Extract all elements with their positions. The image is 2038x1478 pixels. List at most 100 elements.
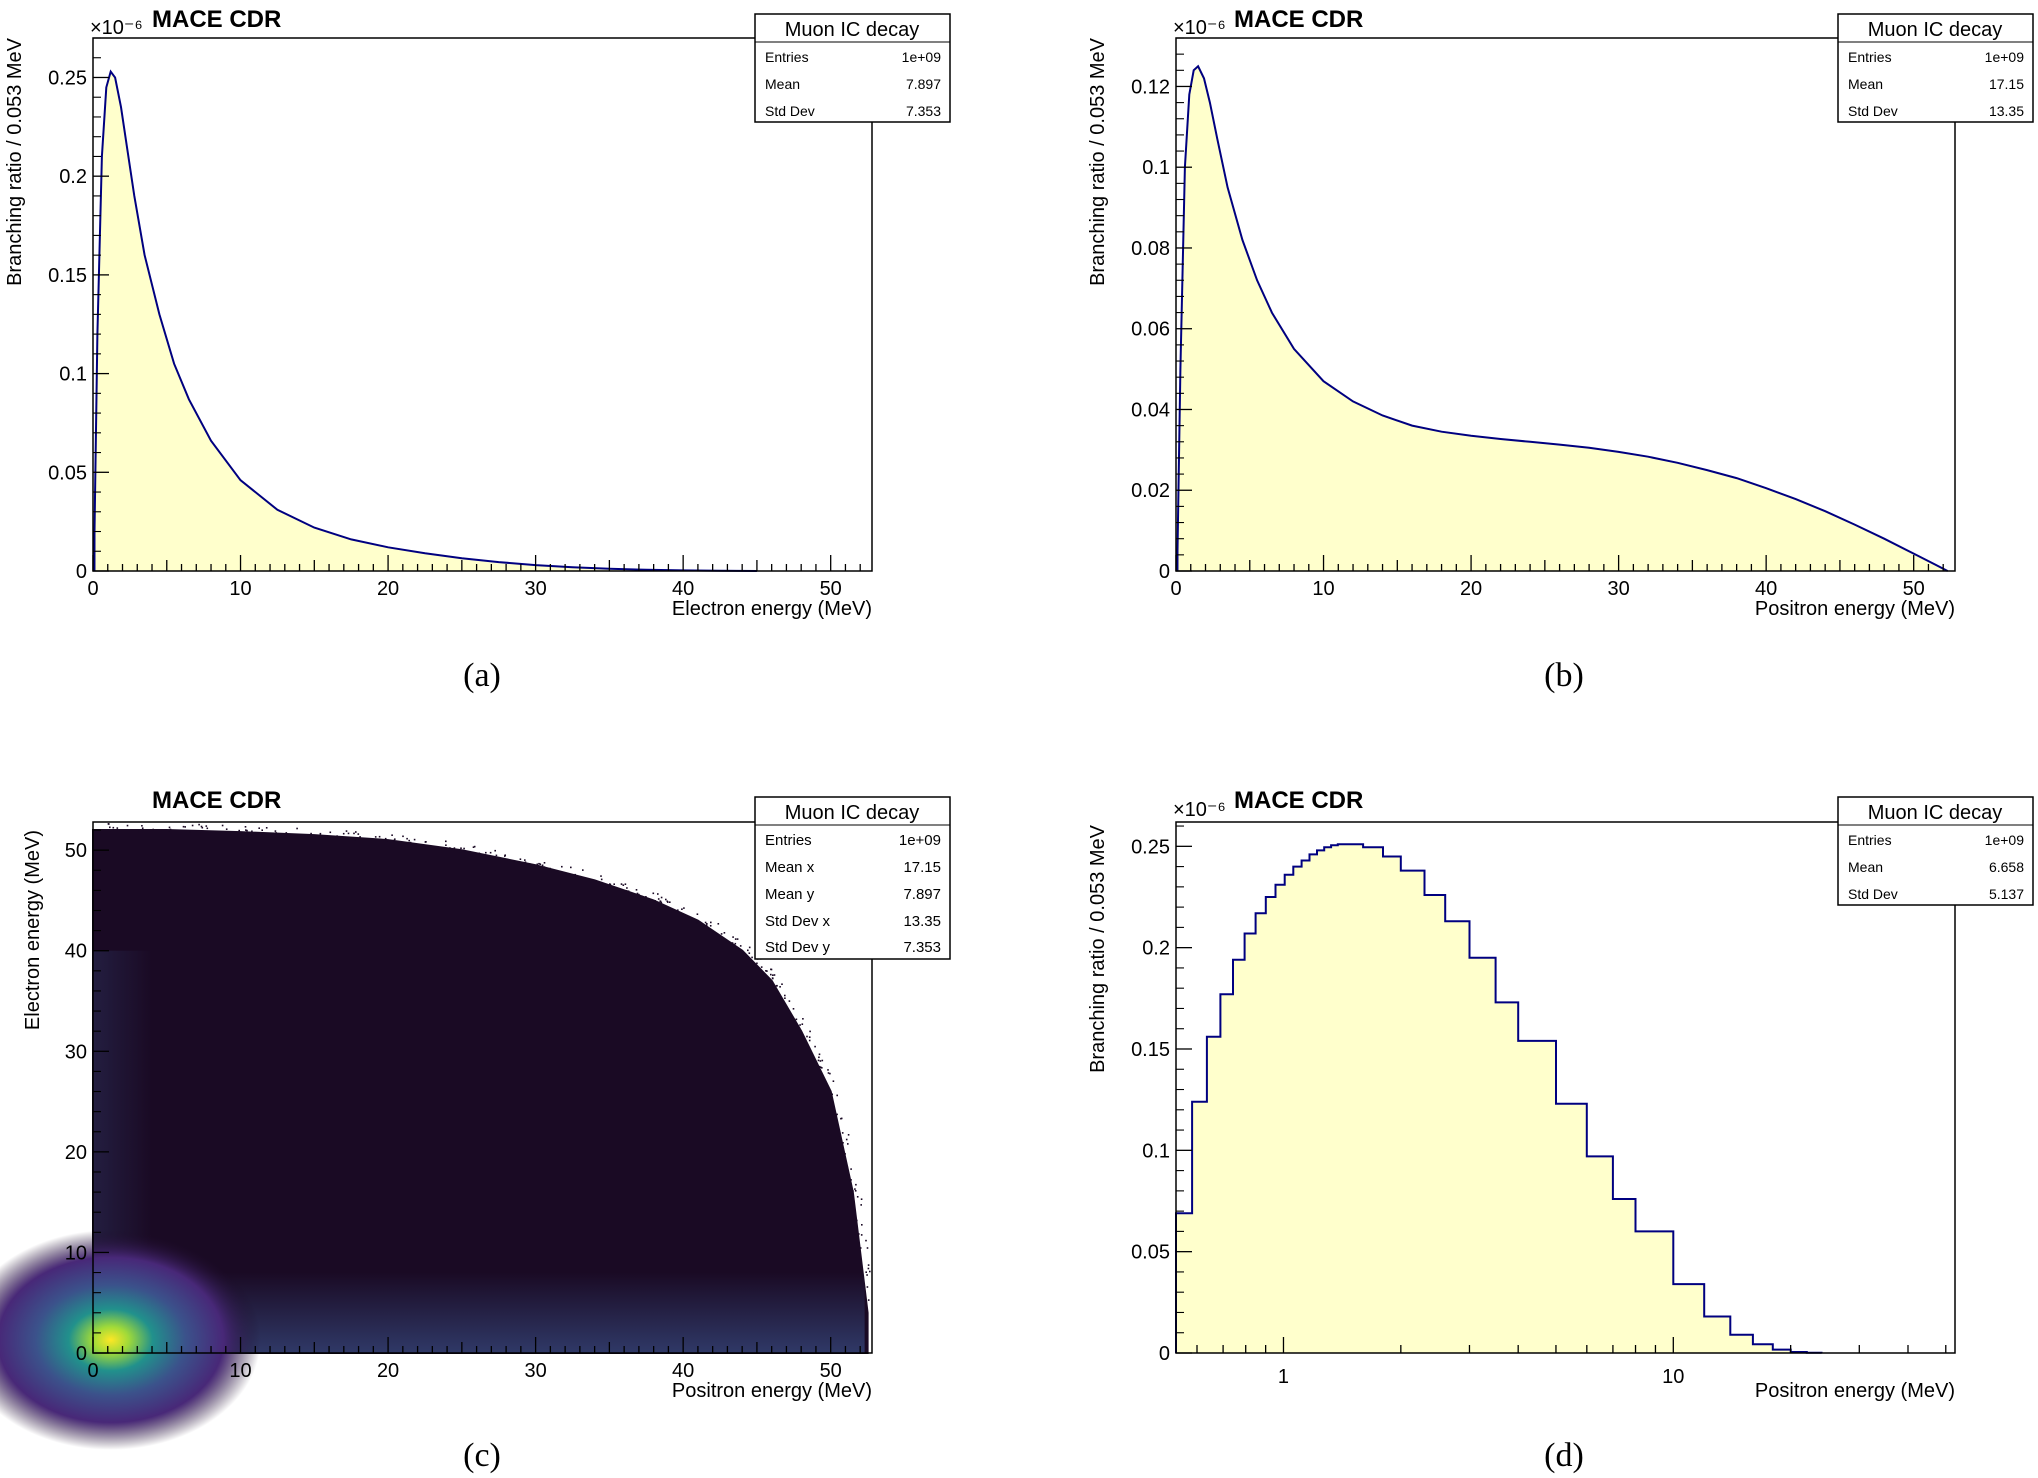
stats-box-b: Muon IC decay Entries 1e+09 Mean 17.15 S… [1837,13,2034,123]
heatmap-speckle-c [198,823,200,826]
heatmap-speckle-c [867,1299,870,1301]
heatmap-speckle-c [867,1264,870,1266]
plot-frame-d [1175,821,1956,1354]
y-tick-label-b-3: 0.06 [1131,319,1170,341]
data-point-a-23 [571,566,574,568]
data-point-b-34 [1913,553,1915,555]
heatmap-speckle-c [771,977,774,979]
data-point-d-9 [1284,874,1286,876]
heatmap-speckle-c [460,847,462,849]
stats-box-d: Muon IC decay Entries 1e+09 Mean 6.658 S… [1837,796,2034,906]
heatmap-speckle-c [856,1196,859,1198]
exponent-a: ×10⁻⁶ [90,17,143,39]
heatmap-speckle-c [861,1224,863,1226]
y-tick-label-a-0: 0 [76,561,87,583]
y-axis-label-d: Branching ratio / 0.053 MeV [1087,824,1109,1073]
heatmap-speckle-c [445,840,447,843]
heatmap-speckle-c [524,859,526,861]
caption-b: (b) [1544,657,1584,694]
stats-value-a-0: 1e+09 [902,49,942,65]
heatmap-speckle-c [184,826,186,828]
panel-d: MACE CDR ×10⁻⁶ 1 10 0 0.05 0.1 0.15 0.2 0.25 Po… [1087,787,2034,1474]
data-point-d-21 [1423,894,1426,896]
y-tick-label-d-4: 0.2 [1142,938,1170,960]
data-point-b-30 [1795,498,1797,500]
data-point-d-34 [1772,1349,1774,1351]
stats-box-title-c: Muon IC decay [785,802,920,824]
stats-box-title-b: Muon IC decay [1868,19,2003,41]
y-tick-label-b-1: 0.02 [1131,480,1170,502]
data-point-b-35 [1935,564,1937,566]
data-point-b-13 [1293,348,1295,350]
heatmap-speckle-c [652,892,655,895]
heatmap-speckle-c [478,852,481,855]
histogram-fill-b [1177,66,1948,572]
panel-b: MACE CDR ×10⁻⁶ 0 10 20 30 40 5000.020.040.060… [1087,6,2034,694]
heatmap-speckle-c [406,843,408,846]
heatmap-speckle-c [774,987,777,989]
stats-value-c-0: 1e+09 [899,832,941,849]
y-tick-label-d-0: 0 [1159,1343,1170,1365]
heatmap-speckle-c [495,854,498,857]
data-point-a-25 [645,569,647,571]
x-axis-label-b: Positron energy (MeV) [1755,598,1955,620]
heatmap-speckle-c [772,974,774,976]
caption-a: (a) [463,657,501,694]
stats-label-b-2: Std Dev [1848,103,1898,119]
data-point-b-4 [1193,69,1195,71]
data-point-d-16 [1337,843,1339,845]
heatmap-speckle-c [109,829,112,832]
data-point-b-20 [1500,438,1502,440]
stats-box-a: Muon IC decay Entries 1e+09 Mean 7.897 S… [754,13,951,123]
heatmap-speckle-c [296,827,298,830]
data-point-d-25 [1517,1040,1519,1042]
data-point-b-26 [1677,462,1679,464]
heatmap-speckle-c [245,829,247,831]
heatmap-speckle-c [557,871,560,873]
data-point-d-5 [1244,932,1246,935]
x-tick-label-d-1: 10 [1662,1366,1684,1388]
stats-label-c-3: Std Dev x [765,913,831,930]
heatmap-speckle-c [852,1190,854,1192]
heatmap-speckle-c [736,938,739,940]
stats-label-d-1: Mean [1848,859,1883,875]
heatmap-speckle-c [854,1188,856,1190]
data-point-d-20 [1400,870,1402,872]
exponent-d: ×10⁻⁶ [1173,799,1226,821]
y-tick-label-a-5: 0.25 [48,67,87,89]
heatmap-speckle-c [723,932,726,934]
heatmap-speckle-c [374,836,377,838]
heatmap-speckle-c [445,844,447,846]
stats-label-d-2: Std Dev [1848,886,1898,902]
data-point-d-23 [1468,957,1471,959]
heatmap-speckle-c [543,866,546,868]
heatmap-speckle-c [766,970,768,972]
heatmap-speckle-c [301,836,304,838]
heatmap-speckle-c [660,903,662,906]
histogram-line-a [93,69,757,572]
heatmap-speckle-c [669,901,671,903]
data-point-d-8 [1274,884,1277,886]
heatmap-speckle-c [739,945,742,947]
stats-value-b-1: 17.15 [1989,76,2024,92]
heatmap-speckle-c [265,827,268,829]
data-point-b-11 [1256,279,1258,281]
stats-box-frame-b [1837,13,2034,123]
heatmap-speckle-c [860,1198,863,1200]
heatmap-speckle-c [696,913,699,915]
heatmap-speckle-c [329,831,332,834]
heatmap-speckle-c [233,833,236,835]
heatmap-speckle-c [732,936,734,938]
heatmap-speckle-c [134,830,137,833]
heatmap-speckle-c [199,832,201,834]
data-point-d-24 [1495,1001,1497,1004]
heatmap-speckle-c [706,923,708,925]
stats-value-d-2: 5.137 [1989,886,2024,902]
heatmap-speckle-c [856,1219,858,1222]
heatmap-speckle-c [636,892,639,895]
data-point-d-31 [1703,1315,1705,1318]
data-point-b-25 [1647,456,1649,458]
plot-b: 0 10 20 30 40 50 0 0.02 0.04 0.06 0.08 0.1 0.12 [1131,37,1956,600]
x-tick-label-a-0: 0 [87,578,98,600]
data-point-a-15 [276,509,278,511]
